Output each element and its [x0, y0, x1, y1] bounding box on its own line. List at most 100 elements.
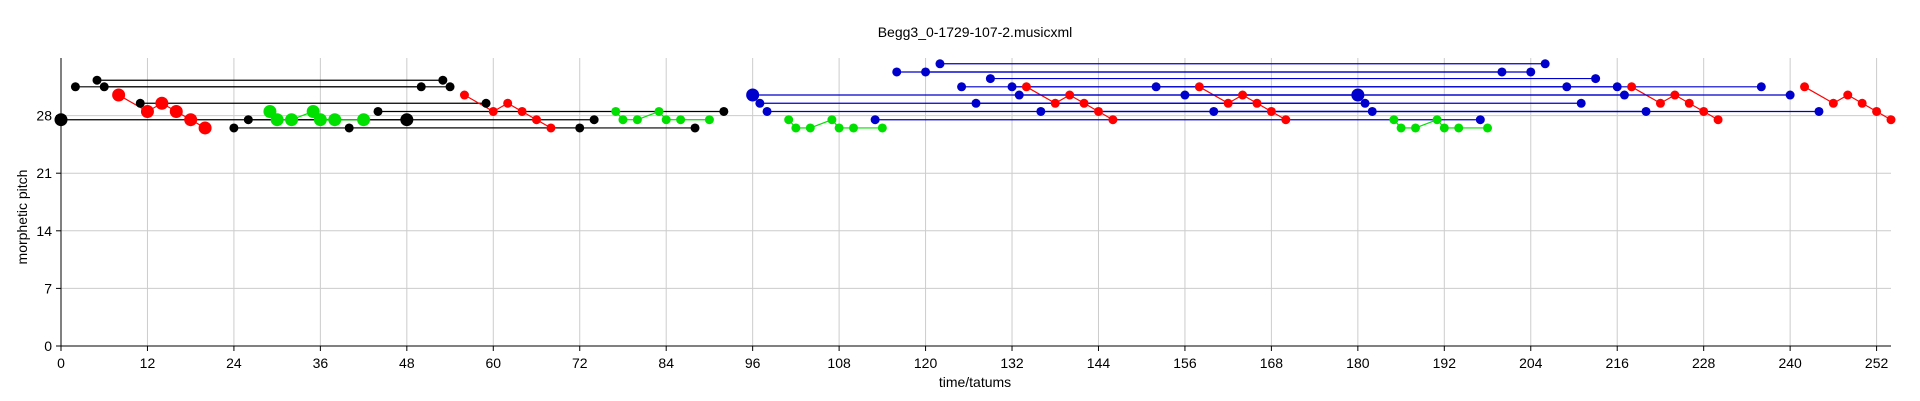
y-tick-label: 0 — [44, 338, 52, 354]
black-point — [99, 82, 109, 92]
green-point — [661, 115, 671, 125]
blue-point — [1612, 82, 1622, 92]
x-tick-label: 36 — [313, 355, 329, 371]
black-point — [719, 106, 729, 116]
red-point — [503, 98, 513, 108]
blue-point — [1360, 98, 1370, 108]
red-point — [1065, 90, 1075, 100]
black-point — [229, 123, 239, 133]
black-point — [92, 75, 102, 85]
black-point — [400, 113, 414, 127]
green-point — [1432, 115, 1442, 125]
red-point — [1857, 98, 1867, 108]
red-point — [1872, 106, 1882, 116]
black-point — [344, 123, 354, 133]
x-tick-label: 180 — [1346, 355, 1370, 371]
green-point — [1439, 123, 1449, 133]
red-link — [464, 94, 494, 113]
red-point — [1886, 115, 1896, 125]
red-point — [1828, 98, 1838, 108]
blue-point — [1526, 67, 1536, 77]
green-point — [827, 115, 837, 125]
x-tick-label: 132 — [1000, 355, 1024, 371]
green-point — [313, 113, 327, 127]
blue-point — [971, 98, 981, 108]
red-point — [140, 104, 154, 118]
black-point — [135, 98, 145, 108]
x-tick-label: 60 — [485, 355, 501, 371]
blue-point — [935, 59, 945, 69]
red-point — [517, 106, 527, 116]
x-tick-label: 72 — [572, 355, 588, 371]
y-tick-label: 28 — [36, 108, 52, 124]
red-point — [1238, 90, 1248, 100]
blue-point — [892, 67, 902, 77]
red-point — [546, 123, 556, 133]
x-tick-label: 216 — [1606, 355, 1630, 371]
green-point — [270, 113, 284, 127]
data-points — [54, 59, 1896, 135]
green-point — [1483, 123, 1493, 133]
black-point — [438, 75, 448, 85]
black-point — [589, 115, 599, 125]
green-point — [676, 115, 686, 125]
blue-point — [1814, 106, 1824, 116]
red-point — [1108, 115, 1118, 125]
blue-point — [762, 106, 772, 116]
blue-point — [1014, 90, 1024, 100]
green-point — [791, 123, 801, 133]
chart-title: Begg3_0-1729-107-2.musicxml — [878, 24, 1073, 40]
y-tick-label: 14 — [36, 223, 52, 239]
red-point — [1050, 98, 1060, 108]
red-point — [1266, 106, 1276, 116]
y-tick-label: 21 — [36, 165, 52, 181]
red-point — [488, 106, 498, 116]
blue-point — [1367, 106, 1377, 116]
x-tick-label: 24 — [226, 355, 242, 371]
green-point — [357, 113, 371, 127]
blue-point — [1351, 88, 1365, 102]
green-point — [834, 123, 844, 133]
x-tick-label: 228 — [1692, 355, 1716, 371]
black-point — [416, 82, 426, 92]
x-tick-label: 168 — [1260, 355, 1284, 371]
red-point — [112, 88, 126, 102]
green-point — [849, 123, 859, 133]
red-point — [1627, 82, 1637, 92]
red-point — [1079, 98, 1089, 108]
red-point — [532, 115, 542, 125]
red-point — [184, 113, 198, 127]
blue-point — [1756, 82, 1766, 92]
x-tick-label: 144 — [1087, 355, 1111, 371]
black-point — [575, 123, 585, 133]
x-axis-title: time/tatums — [939, 374, 1011, 390]
black-point — [373, 106, 383, 116]
x-tick-label: 12 — [140, 355, 156, 371]
green-point — [654, 106, 664, 116]
x-tick-label: 96 — [745, 355, 761, 371]
green-point — [285, 113, 299, 127]
blue-point — [1619, 90, 1629, 100]
green-point — [1454, 123, 1464, 133]
blue-point — [1591, 74, 1601, 84]
x-tick-label: 48 — [399, 355, 415, 371]
blue-point — [921, 67, 931, 77]
blue-point — [1180, 90, 1190, 100]
axes — [60, 58, 1891, 347]
blue-point — [957, 82, 967, 92]
blue-point — [985, 74, 995, 84]
x-tick-label: 204 — [1519, 355, 1543, 371]
green-point — [805, 123, 815, 133]
red-point — [1194, 82, 1204, 92]
blue-point — [1576, 98, 1586, 108]
green-point — [632, 115, 642, 125]
black-point — [243, 115, 253, 125]
pattern-links — [61, 63, 1892, 129]
blue-point — [1475, 115, 1485, 125]
x-tick-label: 120 — [914, 355, 938, 371]
red-point — [1223, 98, 1233, 108]
blue-point — [1036, 106, 1046, 116]
x-tick-label: 192 — [1433, 355, 1457, 371]
black-point — [481, 98, 491, 108]
green-point — [618, 115, 628, 125]
